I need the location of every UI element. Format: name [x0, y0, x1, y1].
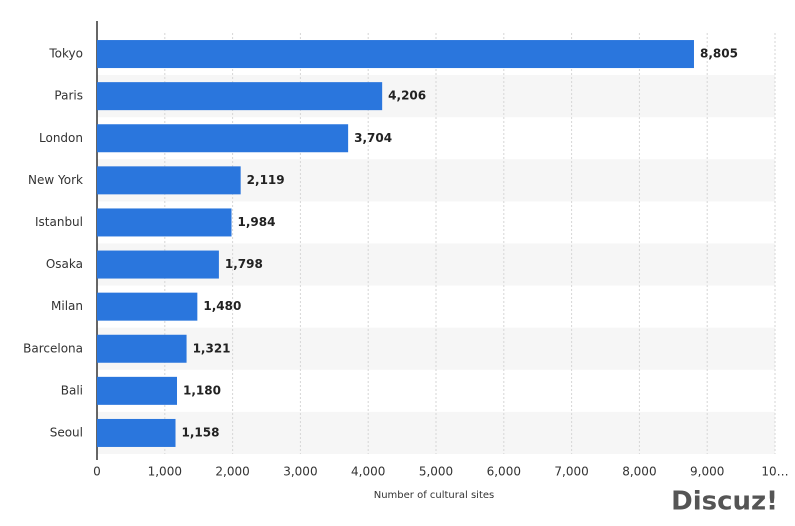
- x-tick-label: 6,000: [487, 465, 521, 479]
- value-label: 1,158: [182, 425, 220, 439]
- bar: [97, 292, 198, 321]
- x-tick-label: 9,000: [690, 465, 724, 479]
- y-tick-label: Istanbul: [35, 215, 83, 229]
- value-label: 1,321: [193, 341, 231, 355]
- x-tick-label: 2,000: [215, 465, 249, 479]
- bar: [97, 208, 232, 237]
- value-label: 2,119: [247, 173, 285, 187]
- bar: [97, 124, 349, 153]
- bar: [97, 250, 219, 279]
- y-tick-label: New York: [28, 173, 83, 187]
- y-tick-label: Seoul: [50, 425, 83, 439]
- value-label: 1,798: [225, 257, 263, 271]
- value-label: 8,805: [700, 47, 738, 61]
- y-tick-label: Tokyo: [48, 47, 83, 61]
- x-tick-label: 8,000: [622, 465, 656, 479]
- bar: [97, 40, 694, 69]
- bar: [97, 418, 176, 447]
- y-tick-label: Paris: [54, 89, 83, 103]
- x-tick-label: 5,000: [419, 465, 453, 479]
- y-tick-label: Osaka: [46, 257, 83, 271]
- value-label: 3,704: [354, 131, 392, 145]
- x-tick-label: 1,000: [148, 465, 182, 479]
- watermark: Discuz!: [671, 487, 778, 517]
- x-tick-label: 0: [93, 465, 101, 479]
- x-tick-label: 10…: [761, 465, 788, 479]
- y-tick-label: London: [39, 131, 83, 145]
- bar: [97, 334, 187, 363]
- x-tick-label: 4,000: [351, 465, 385, 479]
- bar: [97, 376, 178, 405]
- value-label: 4,206: [388, 89, 426, 103]
- value-label: 1,180: [183, 383, 221, 397]
- x-tick-label: 3,000: [283, 465, 317, 479]
- bar: [97, 82, 383, 111]
- value-label: 1,984: [238, 215, 276, 229]
- x-tick-label: 7,000: [554, 465, 588, 479]
- x-axis-label: Number of cultural sites: [374, 490, 495, 501]
- y-tick-label: Barcelona: [23, 341, 83, 355]
- y-tick-label: Bali: [61, 383, 83, 397]
- bar: [97, 166, 241, 195]
- y-tick-label: Milan: [51, 299, 83, 313]
- value-label: 1,480: [203, 299, 241, 313]
